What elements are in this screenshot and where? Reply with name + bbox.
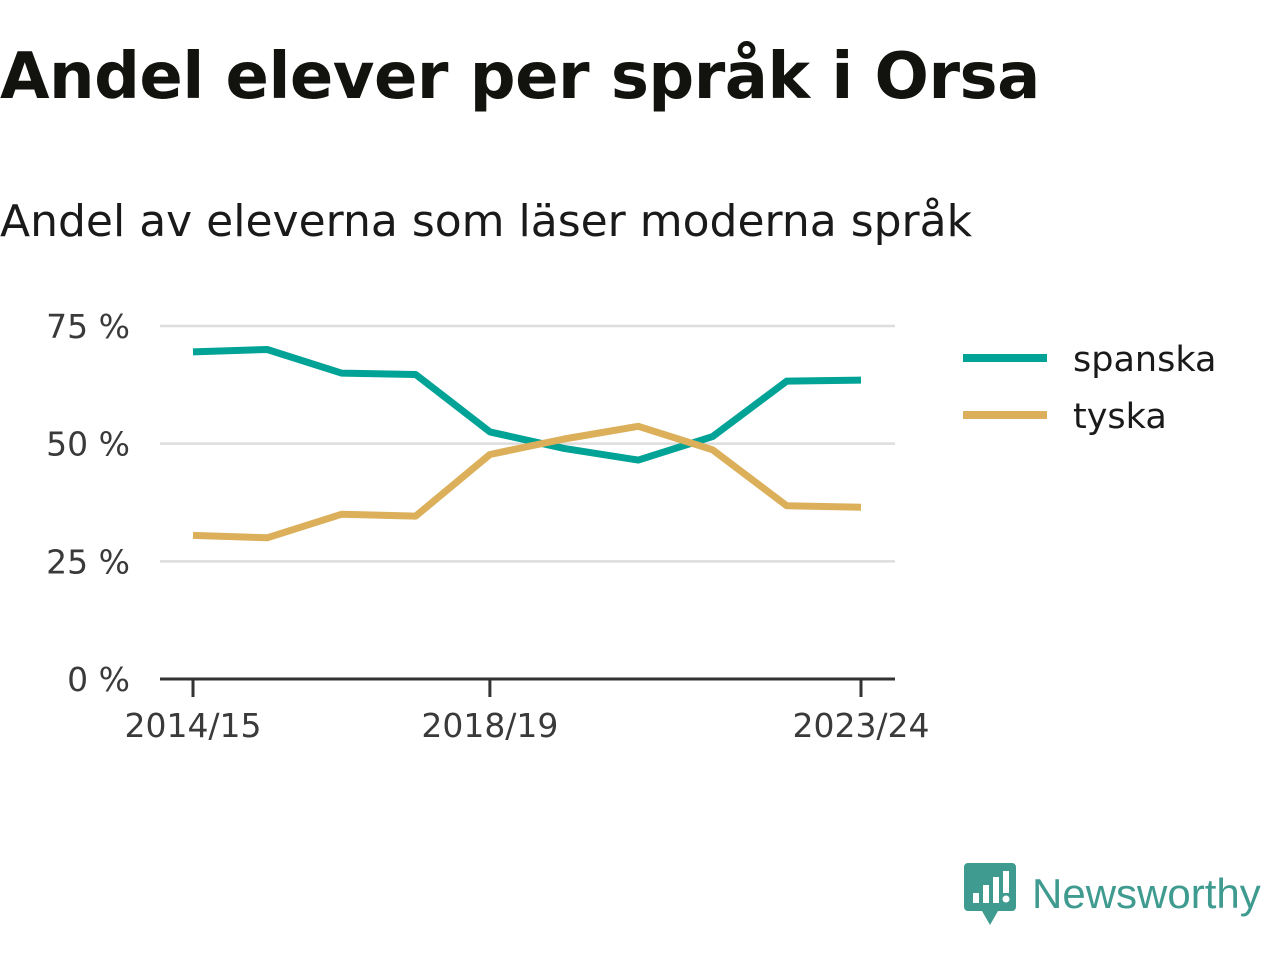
x-tick-label: 2018/19 — [421, 706, 558, 745]
chart-title: Andel elever per språk i Orsa — [0, 40, 1040, 114]
legend-label-spanska: spanska — [1073, 340, 1216, 380]
series-lines — [192, 346, 862, 542]
series-line-tyska — [192, 422, 862, 542]
x-tick-label: 2014/15 — [124, 706, 261, 745]
y-tick-label: 25 % — [46, 542, 130, 581]
y-tick-label: 75 % — [46, 307, 130, 346]
newsworthy-logo-icon — [964, 863, 1016, 925]
brand-logo: Newsworthy — [964, 862, 1261, 926]
brand-name: Newsworthy — [1032, 870, 1261, 917]
y-tick-label: 0 % — [67, 660, 130, 699]
chart-subtitle: Andel av eleverna som läser moderna språ… — [0, 196, 973, 247]
legend: spanska tyska — [963, 340, 1216, 437]
x-axis: 2014/15 2018/19 2023/24 — [124, 677, 930, 745]
x-tick-label: 2023/24 — [792, 706, 929, 745]
y-tick-label: 50 % — [46, 425, 130, 464]
line-chart: 0 % 25 % 50 % 75 % 2014/15 2018/19 2023/24 sp… — [46, 307, 1216, 745]
series-line-spanska — [192, 346, 862, 464]
legend-label-tyska: tyska — [1073, 397, 1167, 437]
y-axis: 0 % 25 % 50 % 75 % — [46, 307, 130, 699]
